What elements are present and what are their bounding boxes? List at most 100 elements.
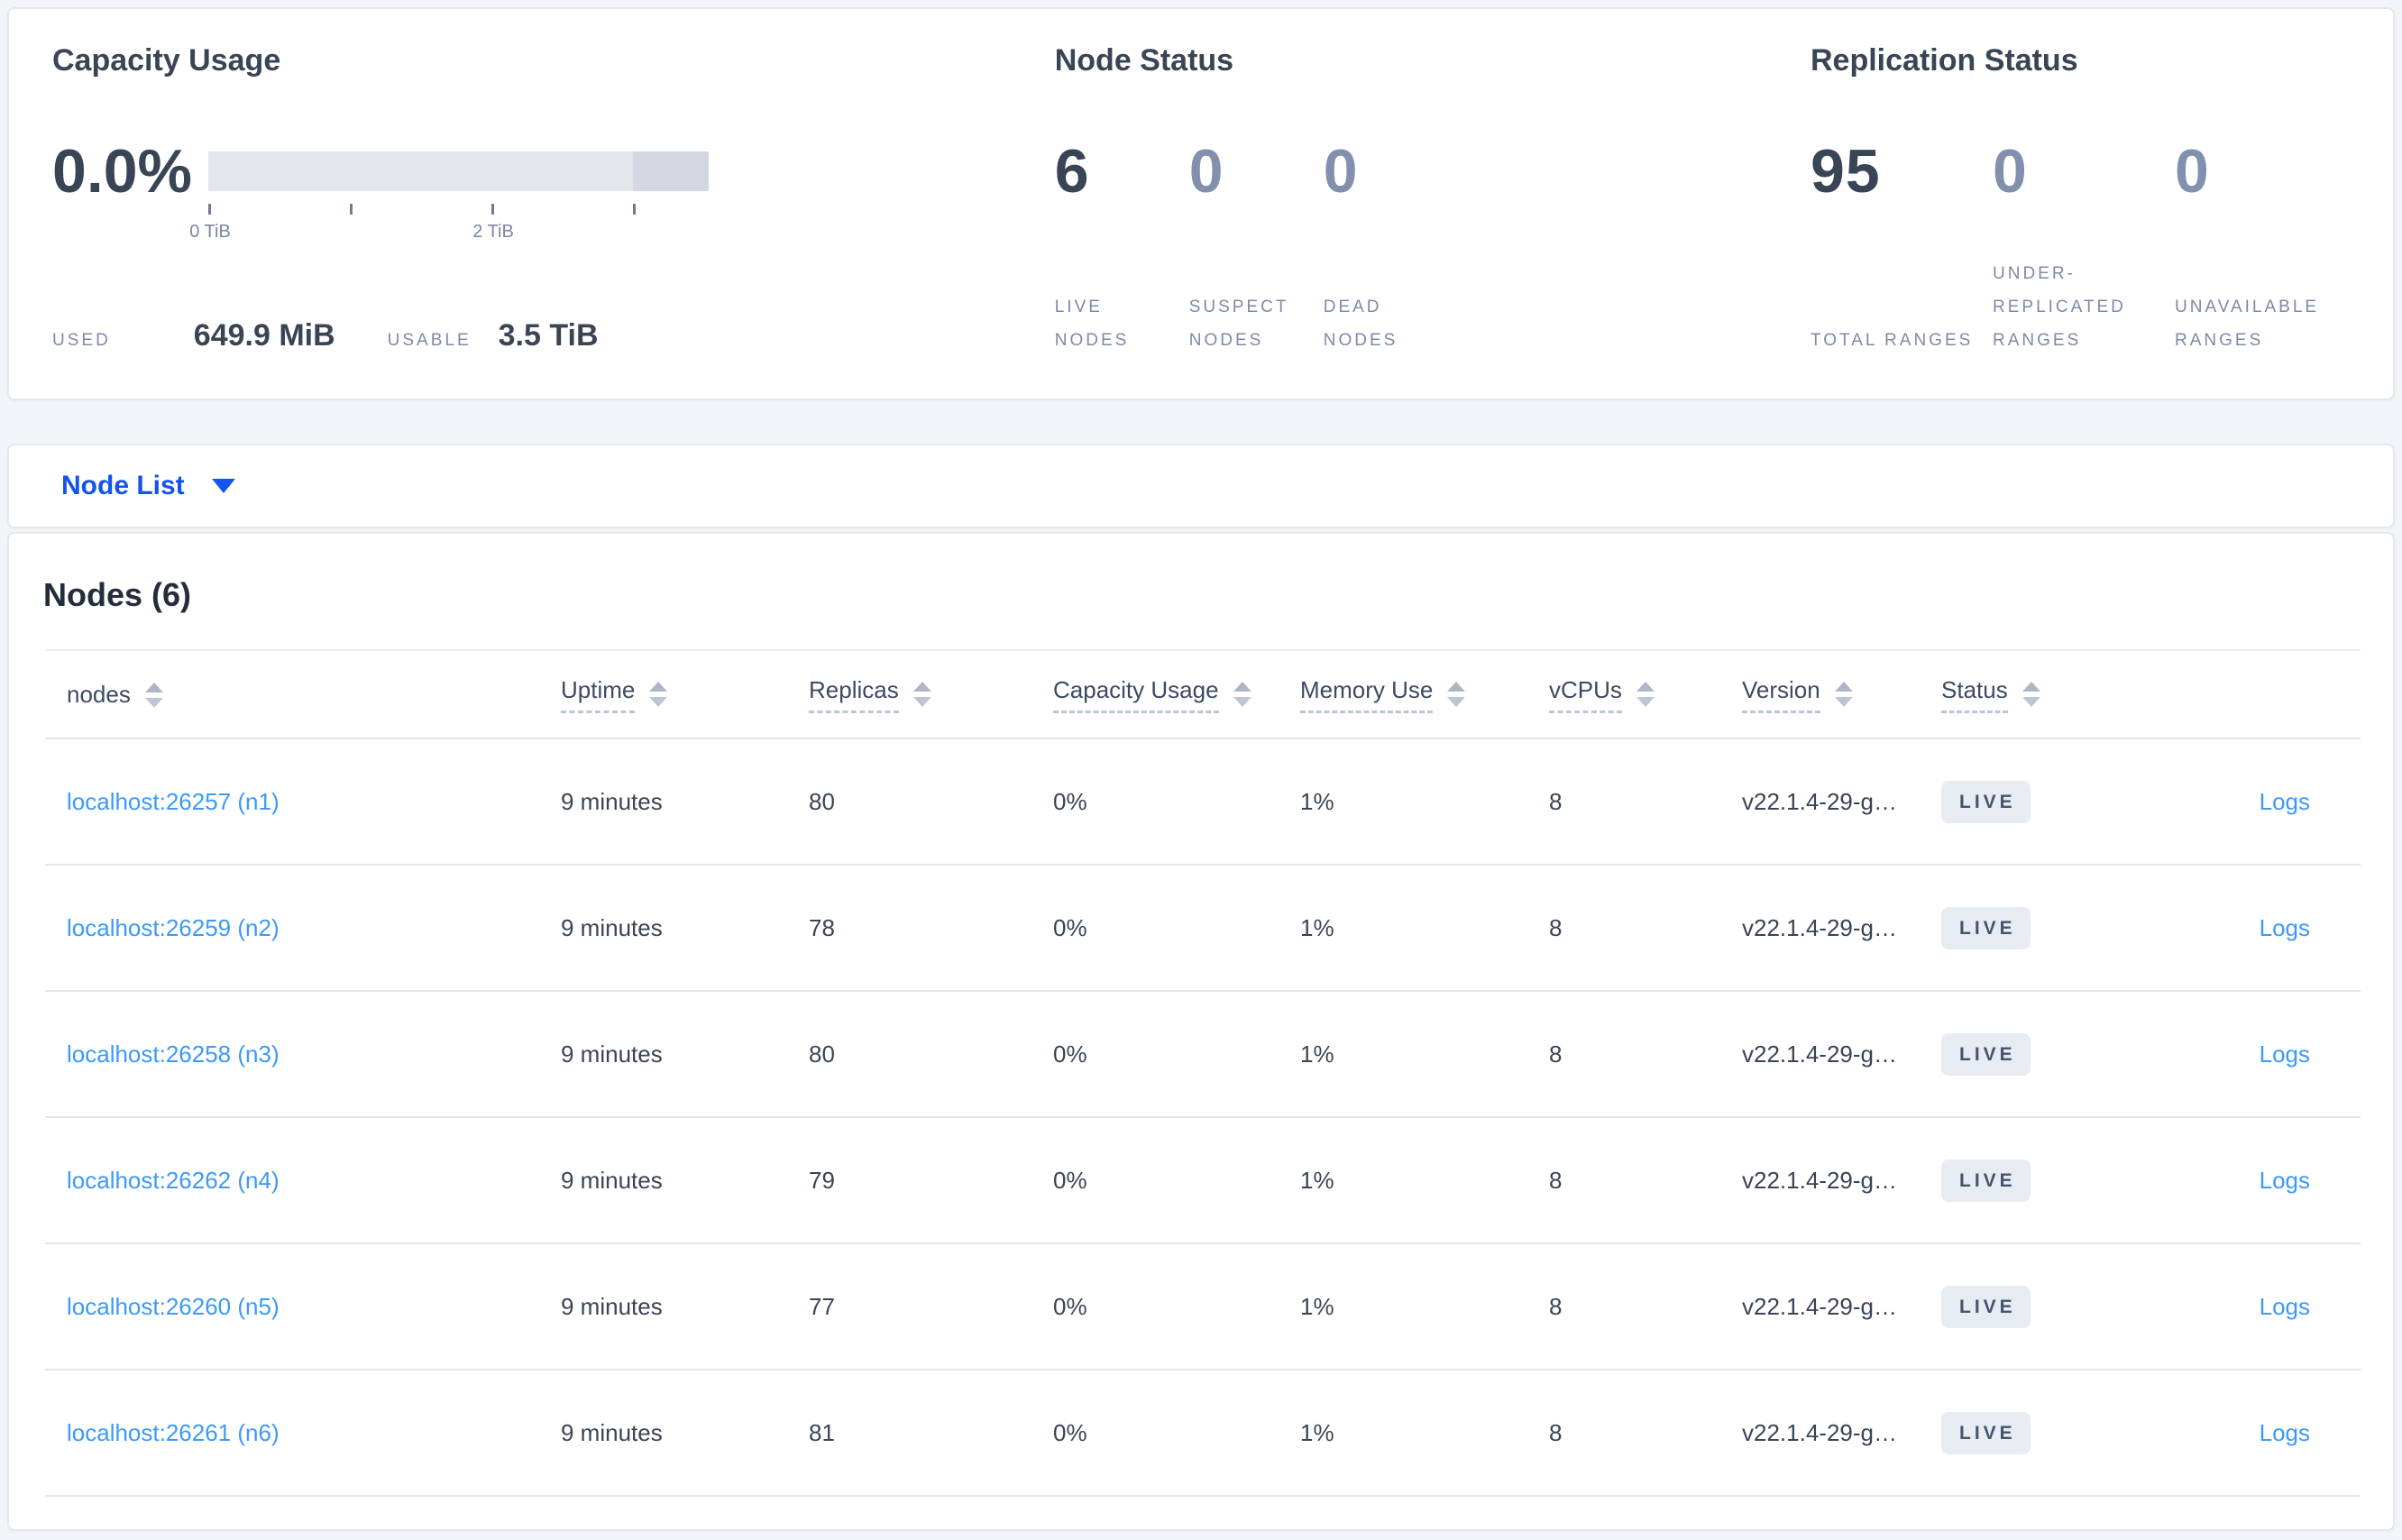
uptime-cell: 9 minutes (539, 991, 787, 1118)
status-badge: LIVE (1941, 1285, 2031, 1328)
logs-link[interactable]: Logs (2259, 1418, 2310, 1446)
memory-use-cell: 1% (1279, 865, 1527, 992)
node-link[interactable]: localhost:26261 (n6) (67, 1418, 280, 1446)
vcpus-cell: 8 (1527, 1117, 1720, 1244)
table-row: localhost:26259 (n2) 9 minutes 78 0% 1% … (45, 865, 2361, 992)
column-header-uptime[interactable]: Uptime (561, 676, 636, 713)
column-header-memory-use[interactable]: Memory Use (1300, 676, 1434, 713)
column-header-vcpus[interactable]: vCPUs (1549, 676, 1622, 713)
suspect-nodes-label: SUSPECT NODES (1188, 298, 1289, 350)
table-row: localhost:26261 (n6) 9 minutes 81 0% 1% … (45, 1370, 2361, 1497)
node-link[interactable]: localhost:26260 (n5) (67, 1292, 280, 1320)
cluster-summary-card: Capacity Usage 0.0% 0 TiB 2 TiB (7, 7, 2395, 400)
vcpus-cell: 8 (1527, 865, 1720, 992)
node-link[interactable]: localhost:26258 (n3) (67, 1040, 280, 1068)
version-cell: v22.1.4-29-g… (1720, 865, 1920, 992)
version-cell: v22.1.4-29-g… (1720, 1117, 1920, 1244)
memory-use-cell: 1% (1279, 738, 1527, 866)
capacity-usage-cell: 0% (1031, 991, 1279, 1118)
node-status-title: Node Status (1054, 43, 1234, 78)
capacity-percent-value: 0.0% (52, 137, 192, 206)
uptime-cell: 9 minutes (539, 1370, 787, 1497)
uptime-cell: 9 minutes (539, 865, 787, 992)
capacity-usage-cell: 0% (1031, 1370, 1279, 1497)
capacity-axis-ticks (208, 204, 709, 215)
logs-link[interactable]: Logs (2259, 1040, 2310, 1068)
sort-icon[interactable] (2022, 682, 2040, 707)
table-header-row: nodes Uptime Replicas Capacity Usage Mem… (45, 650, 2361, 738)
uptime-cell: 9 minutes (539, 1243, 787, 1370)
capacity-usage-section: Capacity Usage 0.0% 0 TiB 2 TiB (52, 41, 1055, 357)
replicas-cell: 78 (787, 865, 1031, 992)
sort-icon[interactable] (1636, 682, 1655, 707)
vcpus-cell: 8 (1527, 738, 1720, 866)
total-ranges-label: TOTAL RANGES (1811, 331, 1974, 350)
status-badge: LIVE (1941, 1159, 2031, 1202)
column-header-capacity-usage[interactable]: Capacity Usage (1053, 676, 1219, 713)
sort-icon[interactable] (649, 682, 668, 707)
status-badge: LIVE (1941, 1411, 2031, 1454)
replication-status-section: Replication Status 95 TOTAL RANGES 0 UND… (1811, 41, 2357, 357)
sort-icon[interactable] (144, 682, 163, 708)
view-selector-bar: Node List (7, 444, 2395, 528)
node-list-dropdown[interactable]: Node List (61, 471, 235, 501)
node-link[interactable]: localhost:26259 (n2) (67, 913, 280, 941)
version-cell: v22.1.4-29-g… (1720, 991, 1920, 1118)
memory-use-cell: 1% (1279, 1243, 1527, 1370)
usable-value: 3.5 TiB (498, 318, 599, 353)
replicas-cell: 80 (787, 991, 1031, 1118)
logs-link[interactable]: Logs (2259, 787, 2310, 815)
capacity-bar: 0 TiB 2 TiB (189, 151, 709, 245)
table-row: localhost:26260 (n5) 9 minutes 77 0% 1% … (45, 1243, 2361, 1370)
total-ranges-stat: 95 TOTAL RANGES (1811, 132, 1993, 357)
total-ranges-value: 95 (1811, 137, 1881, 206)
replicas-cell: 80 (787, 738, 1031, 866)
vcpus-cell: 8 (1527, 1370, 1720, 1497)
column-header-status[interactable]: Status (1941, 676, 2008, 713)
memory-use-cell: 1% (1279, 991, 1527, 1118)
uptime-cell: 9 minutes (539, 1117, 787, 1244)
column-header-replicas[interactable]: Replicas (809, 676, 899, 713)
unavailable-ranges-label: UNAVAILABLE RANGES (2175, 298, 2320, 350)
memory-use-cell: 1% (1279, 1370, 1527, 1497)
sort-icon[interactable] (1447, 682, 1466, 707)
nodes-heading: Nodes (6) (43, 576, 192, 613)
column-header-nodes[interactable]: nodes (67, 681, 131, 709)
table-row: localhost:26262 (n4) 9 minutes 79 0% 1% … (45, 1117, 2361, 1244)
column-header-version[interactable]: Version (1742, 676, 1820, 713)
unavailable-ranges-value: 0 (2175, 137, 2210, 206)
capacity-bar-segment (633, 151, 709, 191)
uptime-cell: 9 minutes (539, 738, 787, 866)
sort-icon[interactable] (912, 682, 931, 707)
table-row: localhost:26258 (n3) 9 minutes 80 0% 1% … (45, 991, 2361, 1118)
status-badge: LIVE (1941, 1032, 2031, 1076)
logs-link[interactable]: Logs (2259, 1292, 2310, 1320)
used-value: 649.9 MiB (193, 318, 335, 353)
capacity-usage-cell: 0% (1031, 865, 1279, 992)
node-link[interactable]: localhost:26257 (n1) (67, 787, 280, 815)
version-cell: v22.1.4-29-g… (1720, 738, 1920, 866)
sort-icon[interactable] (1233, 682, 1251, 707)
node-status-section: Node Status 6 LIVE NODES 0 SUSPECT NODES… (1055, 41, 1811, 357)
version-cell: v22.1.4-29-g… (1720, 1243, 1920, 1370)
nodes-table-card: Nodes (6) nodes Uptime Replicas Capacity… (7, 532, 2395, 1531)
live-nodes-label: LIVE NODES (1054, 298, 1130, 350)
replicas-cell: 81 (787, 1370, 1031, 1497)
capacity-axis-labels: 0 TiB 2 TiB (189, 222, 709, 245)
capacity-usage-cell: 0% (1031, 1117, 1279, 1244)
node-link[interactable]: localhost:26262 (n4) (67, 1166, 280, 1194)
chevron-down-icon (211, 479, 235, 493)
usable-label: USABLE (387, 331, 472, 350)
memory-use-cell: 1% (1279, 1117, 1527, 1244)
table-row: localhost:26257 (n1) 9 minutes 80 0% 1% … (45, 738, 2361, 866)
tick-label-2tib: 2 TiB (472, 222, 514, 242)
dead-nodes-value: 0 (1323, 137, 1359, 206)
live-nodes-value: 6 (1054, 137, 1090, 206)
used-label: USED (52, 331, 111, 350)
status-badge: LIVE (1941, 906, 2031, 949)
logs-link[interactable]: Logs (2259, 913, 2310, 941)
logs-link[interactable]: Logs (2259, 1166, 2310, 1194)
dead-nodes-label: DEAD NODES (1323, 298, 1398, 350)
sort-icon[interactable] (1834, 682, 1853, 707)
suspect-nodes-stat: 0 SUSPECT NODES (1189, 132, 1324, 357)
